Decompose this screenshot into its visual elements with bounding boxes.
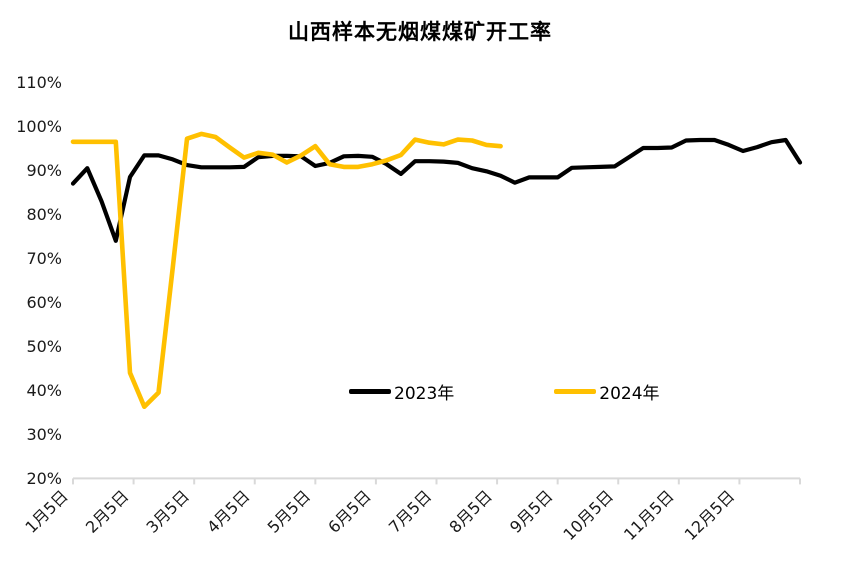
legend: 2023年 2024年: [349, 379, 660, 404]
x-axis-tick-label: 4月5日: [203, 486, 253, 536]
x-axis-tick-label: 2月5日: [82, 486, 132, 536]
y-axis-tick-label: 40%: [26, 381, 62, 400]
legend-item-2023年: 2023年: [349, 379, 454, 404]
x-axis-tick-label: 11月5日: [620, 486, 678, 544]
y-axis-tick-label: 90%: [26, 161, 62, 180]
legend-label: 2024年: [599, 384, 660, 404]
y-axis-tick-label: 70%: [26, 249, 62, 268]
legend-label: 2023年: [394, 384, 455, 404]
y-axis-tick-label: 50%: [26, 337, 62, 356]
x-axis-tick-label: 12月5日: [681, 486, 739, 544]
y-axis-tick-label: 60%: [26, 293, 62, 312]
x-axis-tick-label: 6月5日: [324, 486, 374, 536]
x-axis-tick-label: 3月5日: [143, 486, 193, 536]
legend-swatch: [349, 389, 391, 394]
chart-title: 山西样本无烟煤煤矿开工率: [288, 20, 552, 44]
x-axis-tick-label: 9月5日: [506, 486, 556, 536]
series-line-2024年: [70, 131, 503, 410]
y-axis-tick-label: 80%: [26, 205, 62, 224]
y-axis-tick-label: 20%: [26, 469, 62, 488]
x-axis-tick-label: 7月5日: [385, 486, 435, 536]
legend-item-2024年: 2024年: [554, 379, 660, 404]
x-axis-tick-label: 10月5日: [559, 486, 617, 544]
series-line-2023年: [70, 137, 803, 243]
legend-swatch: [554, 389, 597, 394]
x-axis-tick-label: 8月5日: [445, 486, 495, 536]
x-axis-tick-label: 5月5日: [264, 486, 314, 536]
x-axis-tick-label: 1月5日: [21, 486, 71, 536]
y-axis-tick-label: 30%: [26, 425, 62, 444]
y-axis-tick-label: 110%: [16, 73, 62, 92]
y-axis-tick-label: 100%: [16, 117, 62, 136]
